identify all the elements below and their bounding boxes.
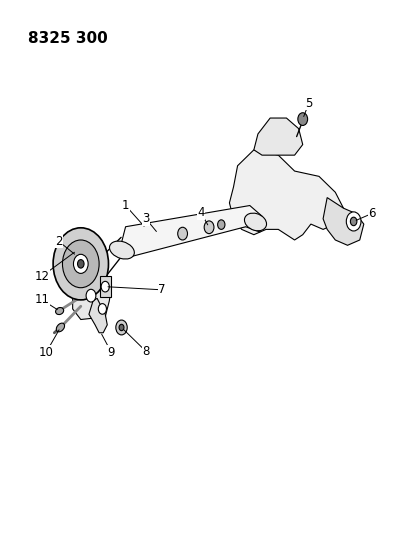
Ellipse shape: [109, 241, 134, 259]
Text: 6: 6: [367, 207, 375, 220]
Text: 12: 12: [34, 270, 49, 282]
Text: 10: 10: [39, 346, 54, 359]
Ellipse shape: [244, 213, 266, 231]
Circle shape: [53, 228, 108, 300]
Polygon shape: [322, 198, 363, 245]
Circle shape: [204, 221, 213, 233]
Text: 8: 8: [142, 345, 149, 358]
Text: 9: 9: [107, 346, 115, 359]
Circle shape: [177, 227, 187, 240]
Text: 5: 5: [304, 96, 312, 110]
Circle shape: [98, 304, 106, 314]
Text: 3: 3: [142, 212, 149, 225]
Circle shape: [346, 212, 360, 231]
Circle shape: [77, 260, 84, 268]
Polygon shape: [229, 150, 343, 240]
Circle shape: [73, 254, 88, 273]
Circle shape: [101, 281, 109, 292]
Text: 11: 11: [34, 293, 49, 306]
Circle shape: [86, 289, 96, 302]
Polygon shape: [253, 118, 302, 155]
Circle shape: [297, 113, 307, 125]
Text: 7: 7: [158, 284, 166, 296]
Circle shape: [350, 217, 356, 225]
Text: 4: 4: [197, 206, 204, 219]
Ellipse shape: [56, 323, 64, 332]
Text: 1: 1: [121, 199, 129, 212]
Circle shape: [115, 320, 127, 335]
Polygon shape: [89, 298, 107, 333]
Text: 2: 2: [54, 235, 62, 247]
Circle shape: [217, 220, 225, 229]
Bar: [99, 276, 111, 297]
Polygon shape: [117, 206, 261, 259]
Circle shape: [62, 240, 99, 288]
Circle shape: [119, 324, 124, 330]
Text: 8325 300: 8325 300: [28, 30, 107, 45]
Polygon shape: [72, 282, 111, 319]
Ellipse shape: [56, 308, 63, 314]
